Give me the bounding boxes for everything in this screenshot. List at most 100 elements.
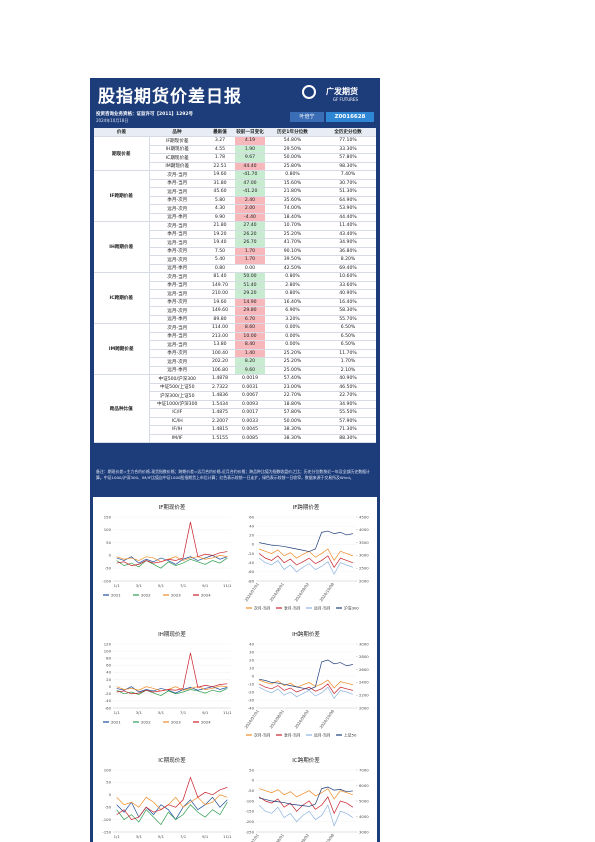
y-tick-label: 20 — [249, 657, 254, 662]
group-name: 期现价差 — [94, 136, 150, 171]
cell: 25.00% — [265, 366, 320, 375]
legend-label: 上证50 — [344, 732, 357, 737]
y2-tick-label: 3000 — [359, 829, 369, 834]
table-row: 远月-季月 9.90 -4.40 18.40% 44.40% — [94, 213, 376, 222]
logo-text: 广发期货 — [326, 87, 358, 96]
legend-label: 次月-当月 — [254, 605, 271, 610]
y-tick-label: 50 — [106, 540, 111, 545]
cell: 71.30% — [320, 425, 376, 435]
series-line — [116, 555, 228, 563]
cell: 45.60 — [205, 187, 235, 197]
x-tick-label: 9/1 — [202, 834, 209, 839]
y-tick-label: 30 — [249, 649, 254, 654]
y2-tick-label: 4500 — [359, 514, 369, 519]
legend-label: 2022 — [141, 592, 151, 597]
analyst-code: Z0016628 — [326, 112, 374, 122]
cell: 51.40 — [235, 281, 265, 290]
item-name: 中证500/上证50 — [149, 383, 205, 392]
report-panel: 股指期货价差日报 广发期货 GF FUTURES 投资咨询业务资格：证监许可【2… — [90, 78, 380, 842]
y2-tick-label: 2400 — [359, 680, 369, 685]
y-tick-label: 50 — [106, 780, 111, 785]
y-tick-label: 0 — [252, 673, 255, 678]
cell: 2.40 — [235, 196, 265, 205]
series-line — [258, 686, 354, 700]
item-name: IF期现价差 — [149, 136, 205, 146]
cell: 58.30% — [320, 306, 376, 316]
y-tick-label: 20 — [106, 677, 111, 682]
y-tick-label: -60 — [248, 569, 255, 574]
y-tick-label: 0 — [109, 553, 112, 558]
cell: 11.40% — [320, 221, 376, 231]
item-name: 季月-次月 — [149, 349, 205, 358]
x-tick-label: 2024/08/01 — [268, 832, 285, 842]
y2-tick-label: 5000 — [359, 798, 369, 803]
item-name: 季月-次月 — [149, 298, 205, 307]
legend-label: 2023 — [171, 719, 181, 724]
y2-tick-label: 2500 — [359, 566, 369, 571]
cell: 106.80 — [205, 366, 235, 375]
cell: 50.00% — [265, 417, 320, 426]
cell: 23.00% — [265, 383, 320, 392]
table-row: 远月-季月 0.80 0.00 42.50% 69.40% — [94, 264, 376, 273]
group-name: 跨品种比值 — [94, 374, 150, 443]
logo-en: GF FUTURES — [332, 97, 358, 102]
item-name: 次月-当月 — [149, 323, 205, 333]
table-row: IF跨期价差 次月-当月 19.60 -41.70 0.80% 7.40% — [94, 170, 376, 222]
cell: 10.60% — [320, 272, 376, 282]
x-tick-label: 7/1 — [180, 583, 187, 588]
cell: 89.80 — [205, 315, 235, 324]
cell: -41.20 — [235, 187, 265, 197]
legend-label: 2022 — [141, 719, 151, 724]
table-row: IH跨期价差 次月-当月 21.80 27.40 10.70% 11.40% — [94, 221, 376, 273]
cell: 1.4878 — [205, 374, 235, 384]
item-name: 季月-当月 — [149, 332, 205, 341]
table-row: IM跨期价差 次月-当月 114.00 8.60 0.00% 6.50% — [94, 323, 376, 375]
y-tick-label: -10 — [248, 681, 255, 686]
cell: 44.40% — [320, 213, 376, 222]
series-line — [258, 553, 353, 568]
cell: 57.40% — [265, 374, 320, 384]
group-name: IH跨期价差 — [94, 221, 150, 273]
item-name: 远月-当月 — [149, 340, 205, 350]
cell: 26.20 — [235, 230, 265, 239]
cell: 100.40 — [205, 349, 235, 358]
cell: 88.30% — [320, 434, 376, 443]
cell: 2.00 — [235, 204, 265, 214]
column-header: 较前一日变化 — [235, 128, 265, 137]
y2-tick-label: 2000 — [359, 705, 369, 710]
cell: 33.60% — [320, 281, 376, 290]
group-name: IM跨期价差 — [94, 323, 150, 375]
series-line — [259, 530, 353, 552]
y-tick-label: -50 — [248, 788, 255, 793]
item-name: 中证1000/沪深300 — [149, 400, 205, 409]
cell: 1.5155 — [205, 434, 235, 443]
item-name: IC/IF — [149, 408, 205, 418]
y-tick-label: 0 — [109, 792, 112, 797]
y-tick-label: -20 — [248, 689, 255, 694]
y2-tick-label: 2800 — [359, 654, 369, 659]
y2-tick-label: 3000 — [359, 553, 369, 558]
table-row: IC/IF 1.4875 0.0017 57.80% 55.50% — [94, 408, 376, 418]
item-name: 远月-次月 — [149, 204, 205, 214]
item-name: 远月-次月 — [149, 255, 205, 265]
cell: 74.00% — [265, 204, 320, 214]
item-name: IC期现价差 — [149, 153, 205, 163]
item-name: 季月-当月 — [149, 179, 205, 188]
cell: 0.0085 — [235, 434, 265, 443]
cell: 43.40% — [320, 230, 376, 239]
chart-title: IH期现价差 — [158, 630, 186, 638]
cell: 0.80% — [265, 289, 320, 299]
cell: 25.80% — [265, 162, 320, 171]
cell: 1.70 — [235, 247, 265, 256]
cell: 18.40% — [265, 213, 320, 222]
cell: 4.55 — [205, 145, 235, 154]
y-tick-label: -100 — [245, 798, 254, 803]
table-row: 季月-当月 213.00 10.00 0.00% 6.50% — [94, 332, 376, 341]
chart-title: IF期现价差 — [159, 503, 186, 511]
cell: 64.90% — [320, 196, 376, 205]
table-row: 跨品种比值 中证500/沪深300 1.4878 0.0019 57.40% 40.90% — [94, 374, 376, 443]
item-name: 远月-当月 — [149, 289, 205, 299]
cell: 29.80 — [235, 306, 265, 316]
table-row: 季月-当月 19.20 26.20 25.20% 43.40% — [94, 230, 376, 239]
